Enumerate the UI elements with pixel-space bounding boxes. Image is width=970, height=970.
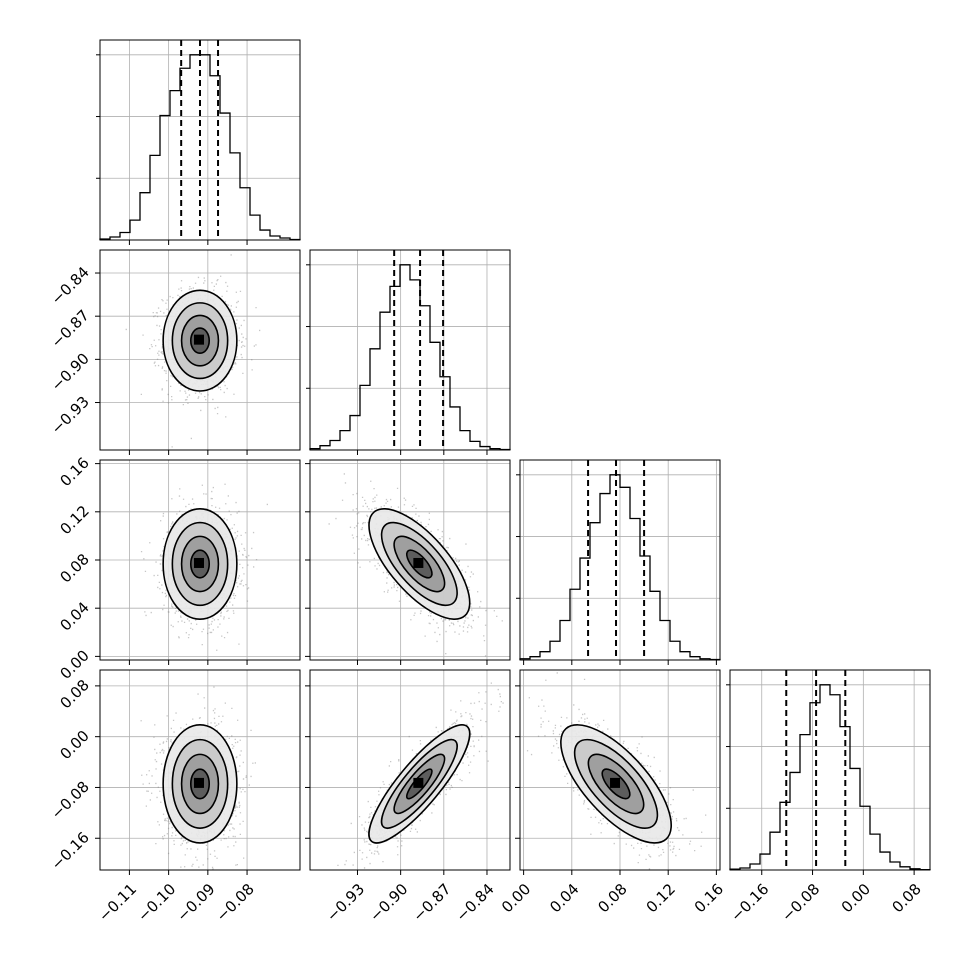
panel-frame [309, 669, 511, 871]
x-tick-label: 0.12 [643, 880, 679, 916]
x-tick-label: −0.08 [213, 880, 258, 925]
density-peak [194, 334, 204, 345]
x-tick-label: 0.08 [889, 880, 925, 916]
panel-frame [309, 249, 511, 451]
y-tick-label: 0.12 [56, 502, 92, 538]
joint-panel-3-1: −0.93−0.90−0.87−0.84 [305, 669, 511, 925]
x-tick-label: 0.00 [838, 880, 874, 916]
marginal-histogram-3: −0.16 −0.08 0.00 0.08 [726, 669, 931, 925]
x-tick-label: −0.93 [323, 880, 368, 925]
y-tick-label: 0.08 [56, 550, 92, 586]
scatter-points [140, 483, 268, 651]
panel-frame [99, 669, 301, 871]
joint-panel-3-0: −0.11−0.10−0.09−0.08−0.16−0.080.000.08 [48, 669, 301, 925]
marginal-histogram-2 [516, 459, 721, 665]
y-tick-label: 0.04 [56, 598, 92, 634]
y-tick-label: −0.08 [48, 778, 93, 823]
y-tick-label: −0.84 [48, 263, 93, 308]
y-tick-label: −0.16 [48, 828, 93, 873]
density-peak [194, 557, 204, 568]
y-tick-label: −0.90 [48, 349, 93, 394]
x-tick-label: 0.04 [546, 880, 582, 916]
y-tick-label: 0.16 [56, 454, 92, 490]
x-tick-label: 0.00 [498, 880, 534, 916]
panel-frame [99, 249, 301, 451]
x-tick-label: 0.08 [594, 880, 630, 916]
x-tick-label: −0.87 [409, 880, 454, 925]
marginal-histogram-1 [306, 249, 511, 455]
y-tick-label: 0.00 [56, 646, 92, 682]
density-peak [194, 777, 204, 788]
y-tick-label: −0.93 [48, 393, 93, 438]
histogram-step [729, 684, 931, 871]
histogram-step [309, 264, 511, 451]
x-tick-label: −0.84 [452, 880, 497, 925]
histogram-step [519, 474, 721, 661]
y-tick-label: −0.87 [48, 306, 93, 351]
joint-panel-2-1 [305, 459, 511, 665]
joint-panel-1-0: −0.93−0.90−0.87−0.84 [48, 249, 301, 455]
joint-panel-2-0: 0.00 0.04 0.08 0.12 0.16 [56, 454, 301, 683]
y-tick-label: 0.08 [56, 676, 92, 712]
panel-frame [729, 669, 931, 871]
x-tick-label: 0.16 [691, 880, 727, 916]
x-tick-label: −0.09 [173, 880, 218, 925]
x-tick-label: −0.90 [366, 880, 411, 925]
density-peak [413, 777, 424, 788]
marginal-histogram-0 [96, 39, 301, 245]
y-tick-label: 0.00 [56, 727, 92, 763]
panel-frame [99, 39, 301, 241]
x-tick-label: −0.08 [778, 880, 823, 925]
x-tick-label: −0.11 [95, 880, 140, 925]
x-tick-label: −0.16 [727, 880, 772, 925]
density-peak [413, 557, 424, 568]
x-tick-label: −0.10 [134, 880, 179, 925]
density-peak [610, 777, 621, 788]
joint-panel-3-2: 0.00 0.04 0.08 0.12 0.16 [498, 669, 727, 916]
